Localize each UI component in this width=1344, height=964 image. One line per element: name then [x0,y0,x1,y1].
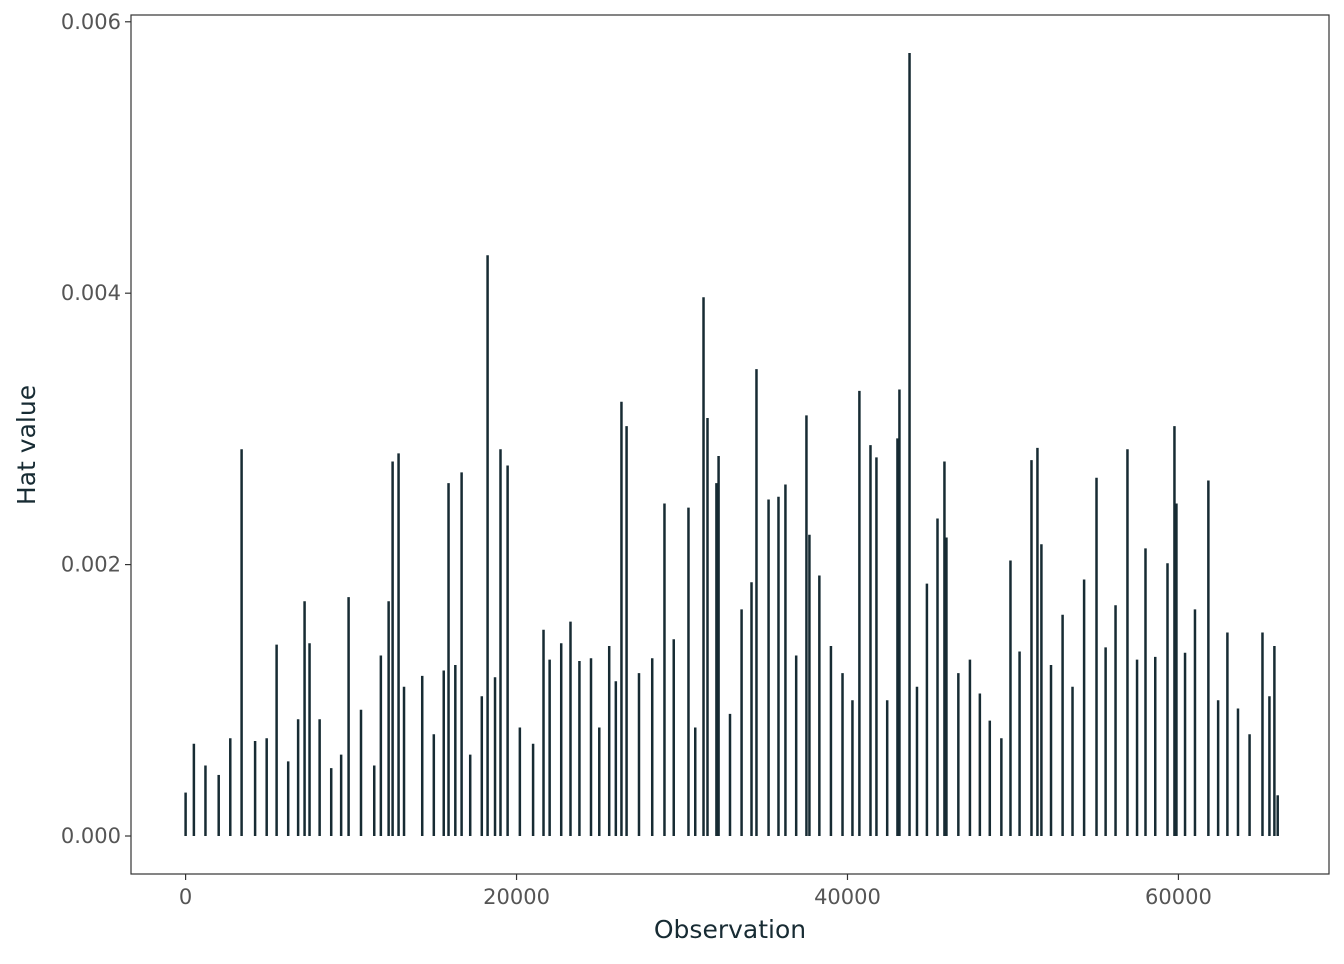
y-tick-label: 0.002 [61,553,121,577]
x-axis-title: Observation [654,915,806,944]
x-tick-label: 60000 [1145,885,1212,909]
x-tick-label: 40000 [814,885,881,909]
y-axis-title: Hat value [12,385,41,505]
y-tick-label: 0.004 [61,281,121,305]
x-tick-label: 0 [179,885,192,909]
y-tick-label: 0.000 [61,824,121,848]
x-tick-label: 20000 [483,885,550,909]
plot-border [130,14,1330,875]
y-tick-label: 0.006 [61,10,121,34]
